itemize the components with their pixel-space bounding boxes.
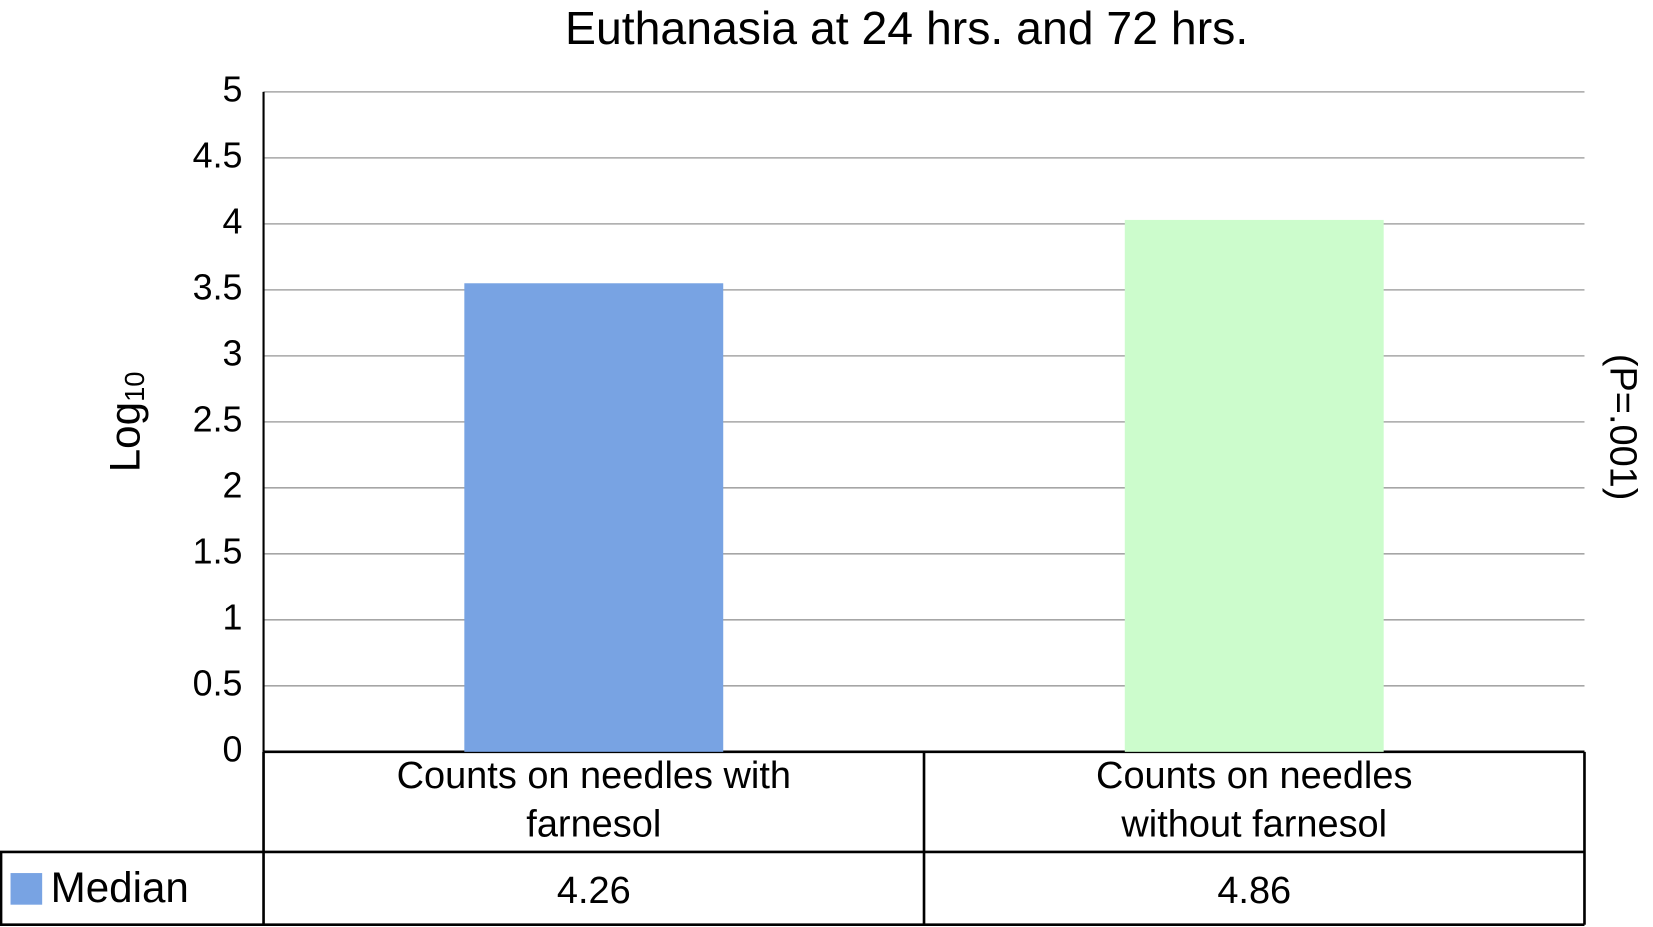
y-tick-label: 5 [223, 69, 243, 109]
bar [464, 283, 724, 752]
x-tick-label-line: Counts on needles with [397, 755, 791, 797]
y-tick-label: 0.5 [193, 663, 243, 703]
y-axis-label-main: Log [102, 402, 149, 472]
y-tick-label: 1 [223, 597, 243, 637]
y-axis-label-sub: 10 [119, 371, 150, 401]
chart-title: Euthanasia at 24 hrs. and 72 hrs. [565, 2, 1248, 54]
y-tick-label: 2.5 [193, 399, 243, 439]
y-tick-label: 4 [223, 201, 243, 241]
table-value: 4.86 [1217, 870, 1291, 912]
legend-swatch [10, 873, 43, 905]
legend-label: Median [51, 864, 189, 911]
bar [1124, 219, 1384, 752]
y-tick-label: 0 [223, 729, 243, 769]
x-tick-label-line: Counts on needles [1096, 755, 1412, 797]
table-value: 4.26 [557, 870, 631, 912]
x-tick-label-line: without farnesol [1120, 804, 1387, 846]
y-tick-label: 3 [223, 333, 243, 373]
y-tick-label: 2 [223, 465, 243, 505]
y-axis-label: Log10 [102, 371, 151, 472]
x-tick-label: Counts on needles without farnesol [1096, 755, 1412, 845]
x-tick-label-line: farnesol [526, 804, 661, 846]
annotation: (P=.001) [1601, 354, 1643, 501]
y-tick-label: 1.5 [193, 531, 243, 571]
x-tick-label: Counts on needles with farnesol [397, 755, 791, 845]
y-tick-label: 3.5 [193, 267, 243, 307]
y-tick-label: 4.5 [193, 135, 243, 175]
